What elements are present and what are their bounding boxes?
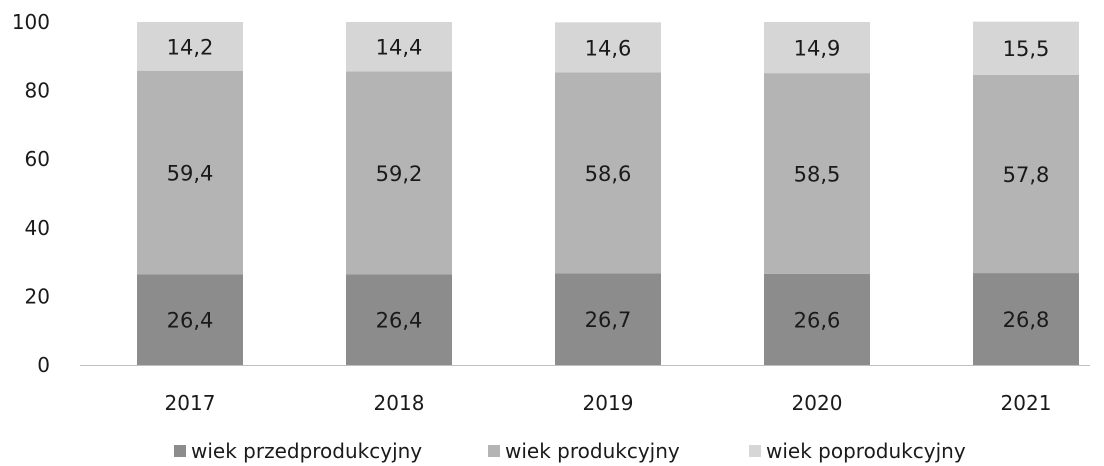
- x-tick-label: 2018: [374, 391, 425, 415]
- bar-segment: [973, 273, 1079, 365]
- legend: wiek przedprodukcyjny wiek produkcyjny wie…: [174, 439, 966, 463]
- legend-swatch: [488, 445, 500, 457]
- legend-label: wiek poprodukcyjny: [766, 439, 966, 463]
- bar-segment: [764, 273, 870, 365]
- y-tick-label: 100: [12, 10, 50, 34]
- bar-segment: [346, 274, 452, 365]
- data-label: 26,7: [585, 308, 632, 332]
- y-tick-label: 40: [25, 216, 50, 240]
- bar-segment: [137, 70, 243, 275]
- data-label: 26,4: [167, 309, 214, 333]
- data-label: 26,4: [376, 309, 423, 333]
- legend-label: wiek przedprodukcyjny: [191, 439, 422, 463]
- data-label: 58,6: [585, 162, 632, 186]
- data-label: 58,5: [794, 162, 841, 186]
- y-tick-label: 80: [25, 79, 50, 103]
- bar-segment: [346, 22, 452, 72]
- legend-swatch: [174, 445, 186, 457]
- bar-segment: [555, 273, 661, 365]
- legend-swatch: [749, 445, 761, 457]
- data-label: 26,6: [794, 308, 841, 332]
- data-label: 59,2: [376, 162, 423, 186]
- bar-segment: [346, 71, 452, 275]
- x-axis: 2017 2018 2019 2020 2021: [165, 391, 1052, 415]
- bar-segment: [137, 274, 243, 365]
- data-label: 59,4: [167, 162, 214, 186]
- x-tick-label: 2019: [583, 391, 634, 415]
- data-label: 15,5: [1003, 37, 1050, 61]
- x-tick-label: 2020: [792, 391, 843, 415]
- bar-segment: [137, 22, 243, 71]
- bar-segment: [973, 21, 1079, 75]
- x-tick-label: 2017: [165, 391, 216, 415]
- plot-area: 26,4 59,4 14,2 26,4 59,2 14,4 26,7 58,6 14,6 26,6…: [137, 21, 1079, 365]
- bar-segment: [764, 22, 870, 74]
- bar-segment: [555, 72, 661, 274]
- data-label: 14,6: [585, 36, 632, 60]
- y-tick-label: 0: [37, 353, 50, 377]
- bar-segment: [555, 22, 661, 73]
- bar-segment: [764, 73, 870, 274]
- data-label: 26,8: [1003, 308, 1050, 332]
- y-tick-label: 60: [25, 147, 50, 171]
- data-label: 14,2: [167, 35, 214, 59]
- y-tick-label: 20: [25, 284, 50, 308]
- x-tick-label: 2021: [1001, 391, 1052, 415]
- y-axis: 0 20 40 60 80 100: [12, 10, 50, 377]
- bar-segment: [973, 74, 1079, 274]
- legend-label: wiek produkcyjny: [505, 439, 680, 463]
- data-label: 57,8: [1003, 163, 1050, 187]
- data-label: 14,4: [376, 36, 423, 60]
- data-label: 14,9: [794, 37, 841, 61]
